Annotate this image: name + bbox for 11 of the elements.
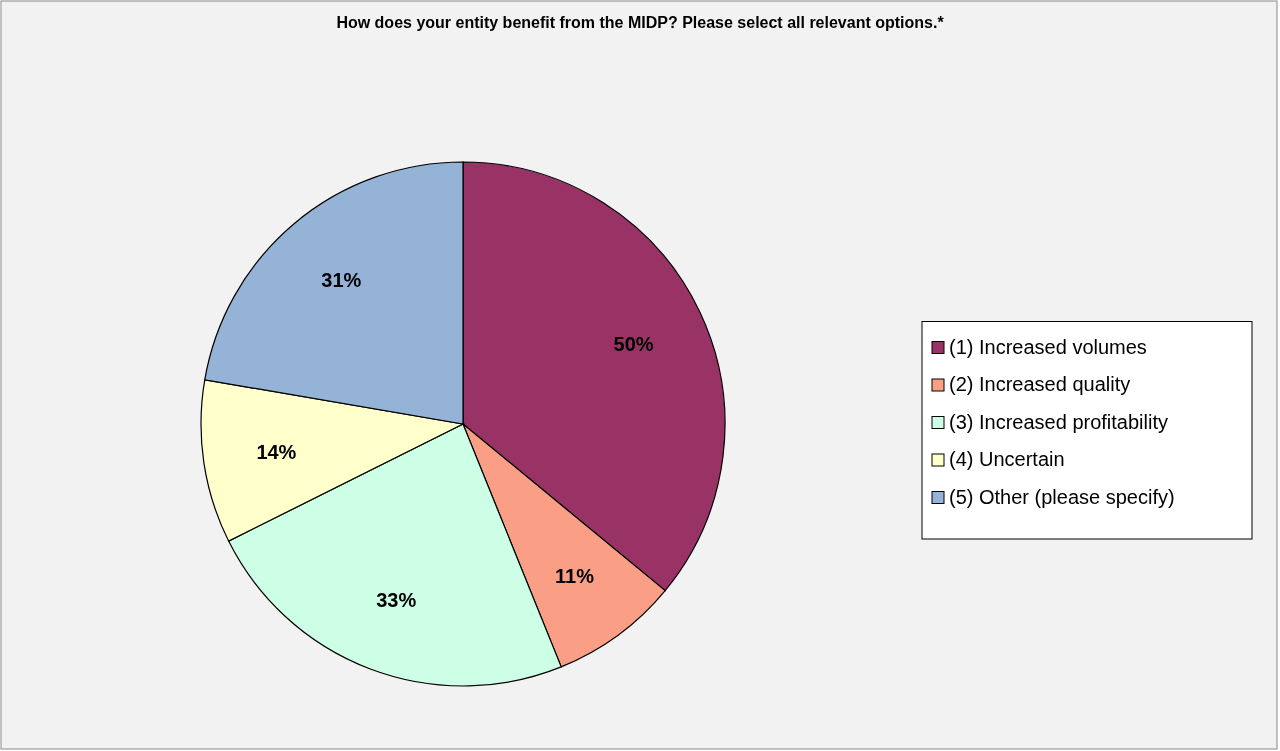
- legend-label: (5) Other (please specify): [949, 485, 1175, 508]
- legend-label: (1) Increased volumes: [949, 335, 1147, 358]
- data-label: 31%: [321, 268, 362, 291]
- legend-label: (4) Uncertain: [949, 448, 1065, 470]
- legend-label: (3) Increased profitability: [949, 410, 1168, 433]
- data-label: 14%: [256, 440, 297, 463]
- chart-title: How does your entity benefit from the MIDP? Please select all relevant options.*: [336, 14, 945, 31]
- legend-label: (2) Increased quality: [949, 373, 1131, 395]
- data-label: 50%: [613, 332, 654, 355]
- data-label: 11%: [555, 565, 595, 588]
- data-label: 33%: [376, 589, 417, 612]
